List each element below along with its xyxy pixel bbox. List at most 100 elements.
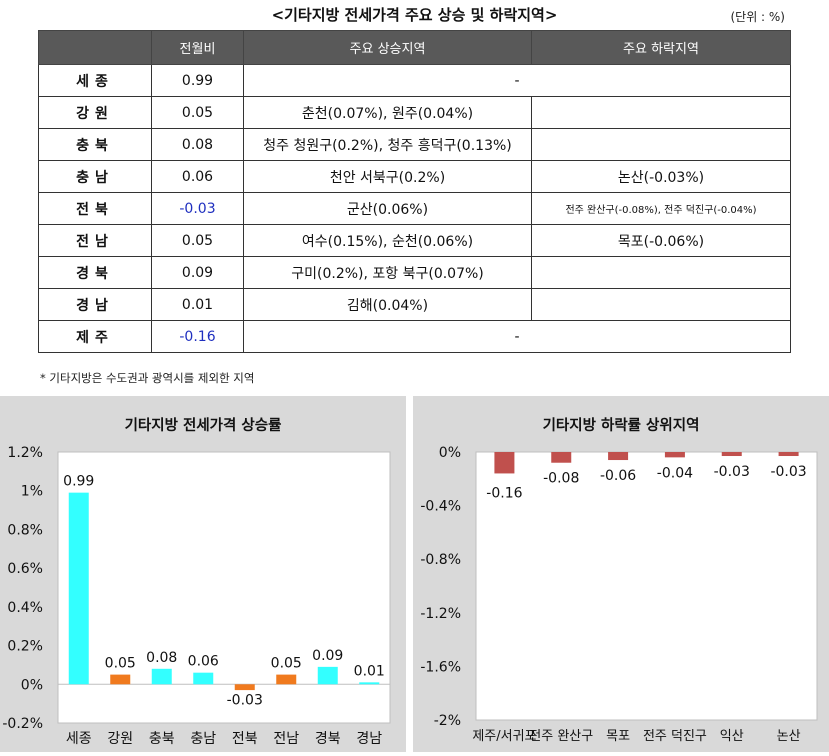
data-label: 0.09	[312, 648, 343, 664]
bar	[664, 452, 685, 458]
x-tick-label: 충남	[190, 731, 216, 747]
rise-cell: 구미(0.2%), 포항 북구(0.07%)	[243, 256, 532, 289]
bar	[721, 452, 742, 457]
y-tick-label: 0%	[21, 677, 43, 693]
y-tick-label: 1%	[21, 484, 43, 500]
x-tick-label: 경남	[356, 731, 382, 747]
region-cell: 강원	[38, 96, 152, 129]
fall-cell: 전주 완산구(-0.08%), 전주 덕진구(-0.04%)	[531, 192, 791, 225]
region-table: 전월비 주요 상승지역 주요 하락지역 세종 0.99- 강원 0.05 춘천(0.07…	[38, 30, 791, 353]
rise-chart-panel: 기타지방 전세가격 상승률 -0.2% 0% 0.2% 0.4% 0.6% 0.8% 1% 1…	[0, 396, 406, 752]
y-tick-label: -1.2%	[420, 606, 461, 622]
data-label: -0.03	[770, 464, 806, 480]
data-label: 0.99	[63, 474, 94, 490]
rise-cell: 춘천(0.07%), 원주(0.04%)	[243, 96, 532, 129]
region-cell: 전남	[38, 224, 152, 257]
x-tick-label: 전주 덕진구	[643, 729, 707, 744]
bar	[110, 674, 131, 685]
x-tick-label: 경북	[315, 731, 341, 747]
data-label: 0.01	[354, 663, 385, 679]
x-tick-label: 익산	[720, 729, 744, 744]
fall-cell: 논산(-0.03%)	[531, 160, 791, 193]
table-header-row: 전월비 주요 상승지역 주요 하락지역	[38, 30, 791, 65]
y-tick-label: 0.8%	[7, 522, 43, 538]
rise-chart-title: 기타지방 전세가격 상승률	[124, 418, 282, 434]
x-tick-label: 전주 완산구	[529, 729, 593, 744]
x-tick-label: 세종	[66, 731, 92, 747]
table-body: 세종 0.99- 강원 0.05 춘천(0.07%), 원주(0.04%) 충북 0.08 청…	[38, 64, 791, 353]
table-row: 제주 -0.16-	[38, 320, 791, 353]
x-tick-label: 강원	[107, 731, 133, 747]
fall-cell	[531, 256, 791, 289]
y-tick-label: -0.2%	[2, 716, 43, 732]
y-tick-label: 0.4%	[7, 600, 43, 616]
bar	[551, 452, 572, 463]
x-tick-label: 충북	[149, 731, 175, 747]
rise-cell: -	[243, 320, 791, 353]
table-row: 전북 -0.03 군산(0.06%) 전주 완산구(-0.08%), 전주 덕진구(-…	[38, 192, 791, 225]
data-label: -0.08	[543, 471, 579, 487]
fall-chart-panel: 기타지방 하락률 상위지역 0% -0.4% -0.8% -1.2% -1.6% -2% -…	[413, 396, 829, 752]
rise-cell: 김해(0.04%)	[243, 288, 532, 321]
x-tick-label: 목포	[606, 729, 630, 744]
region-cell: 경남	[38, 288, 152, 321]
region-cell: 세종	[38, 64, 152, 97]
y-tick-label: 0%	[439, 445, 461, 461]
fall-cell	[531, 288, 791, 321]
region-cell: 제주	[38, 320, 152, 353]
unit-label: (단위 : %)	[730, 10, 785, 24]
table-row: 충남 0.06 천안 서북구(0.2%) 논산(-0.03%)	[38, 160, 791, 193]
rise-cell: 여수(0.15%), 순천(0.06%)	[243, 224, 532, 257]
bar	[193, 672, 214, 685]
page-title: <기타지방 전세가격 주요 상승 및 하락지역>	[271, 6, 558, 24]
region-cell: 충북	[38, 128, 152, 161]
fall-cell	[531, 128, 791, 161]
data-label: 0.05	[271, 656, 302, 672]
y-tick-label: -0.4%	[420, 499, 461, 515]
region-cell: 전북	[38, 192, 152, 225]
rise-cell: 군산(0.06%)	[243, 192, 532, 225]
mom-cell: 0.09	[151, 256, 244, 289]
plot-area	[57, 451, 391, 724]
bar	[317, 666, 338, 685]
header-fall: 주요 하락지역	[531, 30, 791, 65]
x-tick-label: 제주/서귀포	[472, 729, 536, 744]
bar	[276, 674, 297, 685]
table-row: 경남 0.01 김해(0.04%)	[38, 288, 791, 321]
x-tick-label: 전남	[273, 731, 299, 747]
bar	[359, 682, 380, 685]
mom-cell: -0.16	[151, 320, 244, 353]
mom-cell: 0.08	[151, 128, 244, 161]
region-cell: 경북	[38, 256, 152, 289]
mom-cell: -0.03	[151, 192, 244, 225]
mom-cell: 0.99	[151, 64, 244, 97]
y-tick-label: -0.8%	[420, 552, 461, 568]
header-region	[38, 30, 152, 65]
bar	[494, 452, 515, 474]
table-row: 강원 0.05 춘천(0.07%), 원주(0.04%)	[38, 96, 791, 129]
table-row: 세종 0.99-	[38, 64, 791, 97]
fall-chart-title: 기타지방 하락률 상위지역	[542, 418, 700, 434]
table-row: 전남 0.05 여수(0.15%), 순천(0.06%) 목포(-0.06%)	[38, 224, 791, 257]
mom-cell: 0.01	[151, 288, 244, 321]
footnote: * 기타지방은 수도권과 광역시를 제외한 지역	[40, 371, 255, 385]
data-label: -0.16	[486, 485, 522, 501]
rise-chart: -0.2% 0% 0.2% 0.4% 0.6% 0.8% 1% 1.2% 0.99 세종 0.05 강…	[2, 445, 391, 747]
data-label: -0.06	[600, 468, 636, 484]
header-mom: 전월비	[151, 30, 244, 65]
fall-chart: 0% -0.4% -0.8% -1.2% -1.6% -2% -0.16 제주/서귀포 -0.0…	[420, 445, 818, 744]
table-row: 경북 0.09 구미(0.2%), 포항 북구(0.07%)	[38, 256, 791, 289]
data-label: -0.04	[657, 465, 693, 481]
data-label: 0.06	[188, 654, 219, 670]
mom-cell: 0.05	[151, 224, 244, 257]
x-tick-label: 논산	[777, 729, 801, 744]
plot-area	[475, 451, 818, 721]
header-rise: 주요 상승지역	[243, 30, 532, 65]
y-tick-label: 0.2%	[7, 639, 43, 655]
bar	[68, 492, 89, 685]
x-tick-label: 전북	[232, 731, 258, 747]
data-label: -0.03	[714, 464, 750, 480]
rise-cell: 천안 서북구(0.2%)	[243, 160, 532, 193]
y-tick-label: 0.6%	[7, 561, 43, 577]
data-label: 0.05	[105, 656, 136, 672]
